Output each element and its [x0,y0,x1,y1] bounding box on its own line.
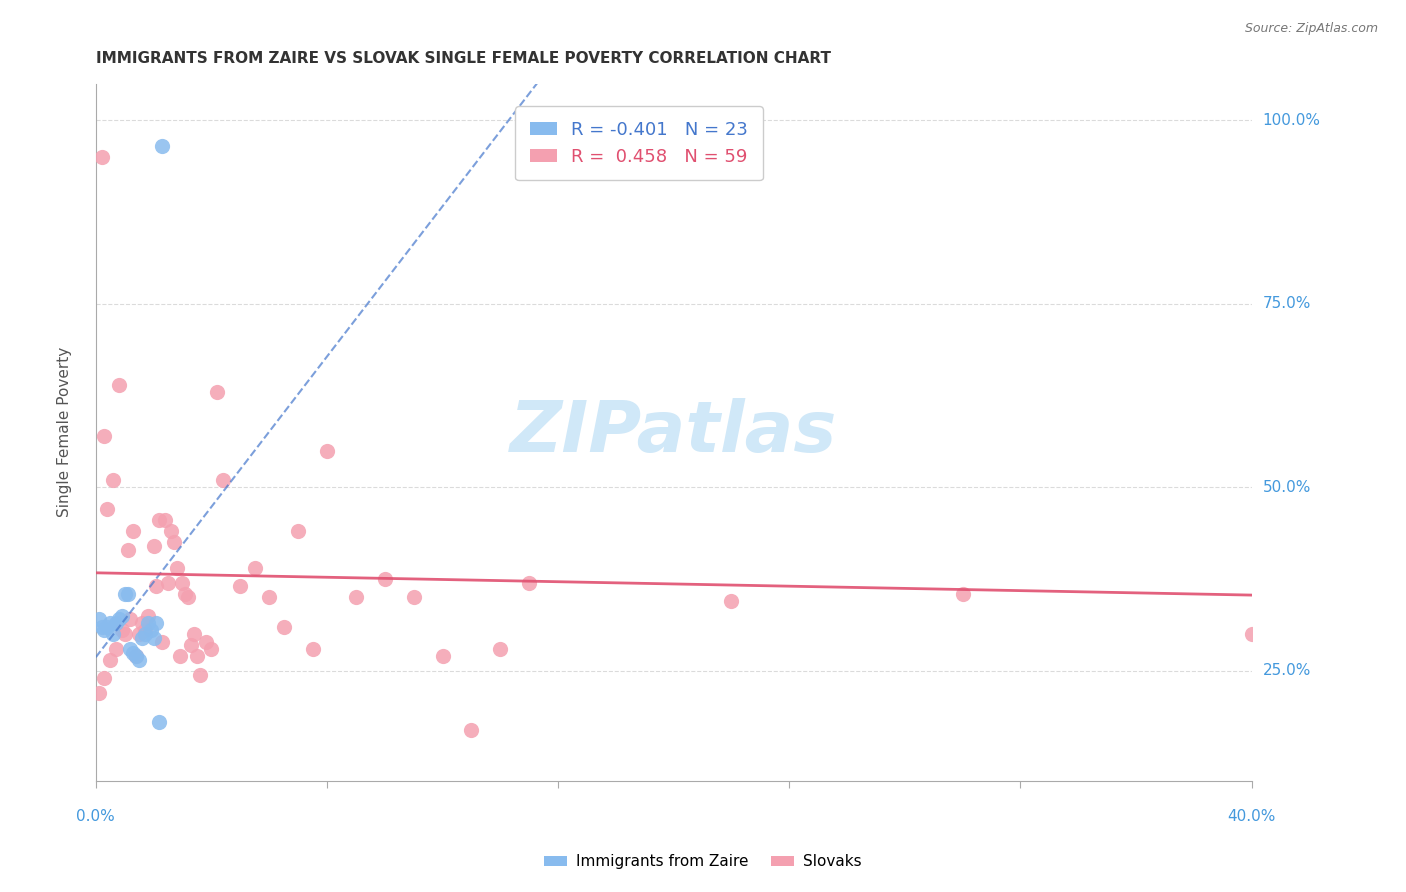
Text: Source: ZipAtlas.com: Source: ZipAtlas.com [1244,22,1378,36]
Slovaks [96,502,118,516]
Slovaks [229,579,252,593]
Text: 25.0%: 25.0% [1263,664,1310,679]
Slovaks [212,473,235,487]
Immigrants from Zaire [145,616,167,631]
Slovaks [402,591,425,605]
Slovaks [194,634,217,648]
Slovaks [111,624,134,638]
Text: 100.0%: 100.0% [1263,112,1320,128]
Immigrants from Zaire [93,624,115,638]
Immigrants from Zaire [111,608,134,623]
Immigrants from Zaire [128,653,150,667]
Immigrants from Zaire [134,627,156,641]
Slovaks [180,638,202,652]
Slovaks [120,612,142,626]
Slovaks [177,591,200,605]
Slovaks [172,575,194,590]
Slovaks [243,561,266,575]
Slovaks [87,686,110,700]
Slovaks [160,524,183,539]
Slovaks [1240,627,1263,641]
Immigrants from Zaire [87,612,110,626]
Slovaks [128,627,150,641]
Slovaks [122,524,145,539]
Text: IMMIGRANTS FROM ZAIRE VS SLOVAK SINGLE FEMALE POVERTY CORRELATION CHART: IMMIGRANTS FROM ZAIRE VS SLOVAK SINGLE F… [96,51,831,66]
Immigrants from Zaire [114,587,136,601]
Slovaks [150,634,173,648]
Slovaks [205,384,228,399]
Text: 40.0%: 40.0% [1227,809,1275,824]
Y-axis label: Single Female Poverty: Single Female Poverty [58,347,72,517]
Slovaks [169,649,191,664]
Immigrants from Zaire [120,641,142,656]
Legend: R = -0.401   N = 23, R =  0.458   N = 59: R = -0.401 N = 23, R = 0.458 N = 59 [516,106,762,180]
Slovaks [101,473,124,487]
Immigrants from Zaire [139,624,162,638]
Slovaks [200,641,222,656]
Text: 0.0%: 0.0% [76,809,115,824]
Immigrants from Zaire [96,620,118,634]
Slovaks [136,608,159,623]
Slovaks [517,575,540,590]
Slovaks [93,429,115,443]
Immigrants from Zaire [136,616,159,631]
Slovaks [134,624,156,638]
Immigrants from Zaire [108,612,131,626]
Slovaks [166,561,188,575]
Immigrants from Zaire [131,631,153,645]
Slovaks [157,575,180,590]
Slovaks [316,443,339,458]
Legend: Immigrants from Zaire, Slovaks: Immigrants from Zaire, Slovaks [537,848,869,875]
Slovaks [117,542,139,557]
Slovaks [720,594,742,608]
Immigrants from Zaire [90,620,112,634]
Text: 75.0%: 75.0% [1263,296,1310,311]
Immigrants from Zaire [142,631,165,645]
Slovaks [114,627,136,641]
Text: ZIPatlas: ZIPatlas [510,398,838,467]
Slovaks [186,649,208,664]
Slovaks [344,591,367,605]
Slovaks [145,579,167,593]
Slovaks [188,667,211,681]
Slovaks [98,653,121,667]
Slovaks [489,641,512,656]
Text: 50.0%: 50.0% [1263,480,1310,495]
Slovaks [547,150,569,164]
Slovaks [183,627,205,641]
Slovaks [432,649,454,664]
Slovaks [174,587,197,601]
Slovaks [131,616,153,631]
Slovaks [153,513,176,527]
Slovaks [93,671,115,685]
Slovaks [952,587,974,601]
Slovaks [125,649,148,664]
Immigrants from Zaire [148,715,170,730]
Immigrants from Zaire [98,616,121,631]
Slovaks [163,535,186,549]
Immigrants from Zaire [125,649,148,664]
Slovaks [273,620,295,634]
Immigrants from Zaire [101,627,124,641]
Immigrants from Zaire [150,139,173,153]
Slovaks [108,377,131,392]
Slovaks [142,539,165,553]
Slovaks [460,723,482,737]
Slovaks [257,591,280,605]
Immigrants from Zaire [105,616,128,631]
Immigrants from Zaire [117,587,139,601]
Slovaks [287,524,309,539]
Immigrants from Zaire [122,646,145,660]
Slovaks [148,513,170,527]
Slovaks [301,641,323,656]
Slovaks [90,150,112,164]
Slovaks [374,572,396,586]
Slovaks [105,641,128,656]
